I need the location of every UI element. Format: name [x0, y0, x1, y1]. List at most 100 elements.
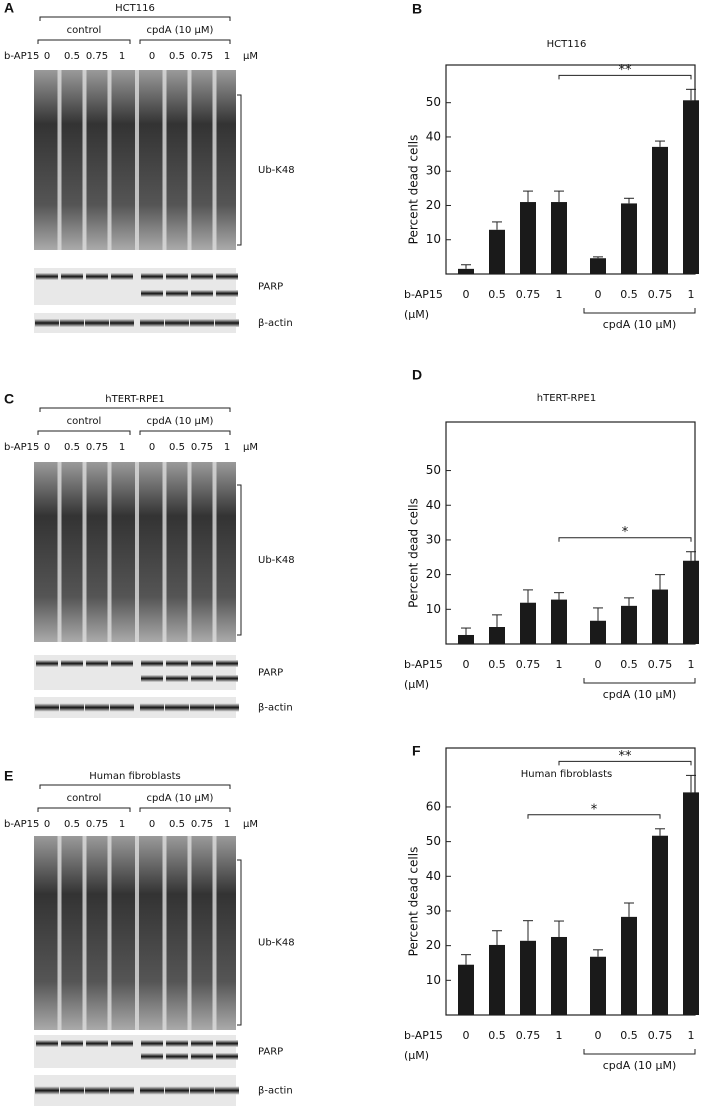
x-tick-label: 0.75 [648, 1029, 673, 1042]
y-tick-label: 20 [426, 938, 441, 952]
blot-band [86, 660, 108, 667]
y-tick-label: 50 [426, 95, 441, 109]
lane-gap [135, 70, 139, 250]
y-tick-label: 50 [426, 834, 441, 848]
lane-label: 0.5 [169, 51, 185, 62]
x-tick-label: 0 [463, 1029, 470, 1042]
x-axis-unit: (μM) [404, 308, 429, 321]
significance-bracket [558, 74, 692, 80]
significance-bracket [527, 814, 661, 819]
lane-label: 0 [149, 442, 155, 453]
x-tick-label: 1 [688, 288, 695, 301]
chart-title: HCT116 [547, 39, 587, 50]
unit-label: μM [243, 819, 258, 830]
significance-label: ** [619, 63, 633, 78]
significance-label: * [591, 802, 598, 817]
lane-gap [212, 462, 217, 642]
bar [551, 936, 567, 1015]
bracket [39, 784, 231, 789]
blot-band [141, 273, 163, 280]
lane-label: 0.5 [169, 819, 185, 830]
x-tick-label: 0 [595, 658, 602, 671]
bar [551, 599, 567, 644]
band-label: β-actin [258, 318, 293, 329]
x-tick-label: 1 [688, 1029, 695, 1042]
lane-label: 0.5 [64, 442, 80, 453]
y-axis-label: Percent dead cells [407, 135, 421, 245]
drug-label: b-AP15 [4, 819, 39, 830]
bracket [237, 94, 242, 246]
lane-label: 0 [44, 819, 50, 830]
bar [458, 964, 474, 1015]
lane-label: 0 [149, 819, 155, 830]
blot-band [110, 319, 134, 327]
lane-gap [187, 836, 192, 1030]
significance-bracket [558, 760, 692, 766]
y-tick-label: 40 [426, 129, 441, 143]
blot-band [60, 703, 84, 712]
blot-band [166, 1040, 188, 1047]
y-axis-label: Percent dead cells [407, 498, 421, 608]
lane-gap [162, 70, 167, 250]
x-tick-label: 0.75 [648, 288, 673, 301]
blot-band [215, 319, 239, 327]
unit-label: μM [243, 442, 258, 453]
treatment-label: cpdA (10 μM) [147, 25, 214, 36]
lane-gap [187, 70, 192, 250]
significance-label: * [622, 525, 629, 540]
band-label: PARP [258, 668, 283, 679]
x-tick-label: 0.5 [620, 658, 638, 671]
blot-band [191, 273, 213, 280]
panel-letter: D [412, 367, 422, 383]
bar [683, 100, 699, 274]
lane-label: 0.75 [86, 819, 108, 830]
group-bracket [583, 1049, 696, 1055]
lane-label: 0.75 [191, 819, 213, 830]
lane-label: 0.5 [64, 819, 80, 830]
blot-title: hTERT-RPE1 [105, 394, 164, 405]
y-tick-label: 50 [426, 463, 441, 477]
blot-band [141, 290, 163, 297]
blot-band [190, 319, 214, 327]
bar [652, 589, 668, 644]
blot-band [216, 1040, 238, 1047]
blot-band [141, 1040, 163, 1047]
blot-band [61, 273, 83, 280]
blot-band [141, 675, 163, 682]
blot-band [86, 273, 108, 280]
blot-band [140, 703, 164, 712]
panel-letter: E [4, 768, 13, 784]
bracket [39, 407, 231, 412]
bar [489, 944, 505, 1015]
panel-letter: C [4, 391, 14, 407]
y-tick-label: 60 [426, 799, 441, 813]
panel-letter: A [4, 0, 14, 16]
x-axis-unit: (μM) [404, 678, 429, 691]
y-tick-label: 30 [426, 532, 441, 546]
lane-gap [162, 462, 167, 642]
blot-band [85, 319, 109, 327]
lane-gap [135, 462, 139, 642]
group-bracket [583, 678, 696, 684]
bar [621, 203, 637, 274]
band-label: β-actin [258, 703, 293, 714]
blot-band [36, 1040, 58, 1047]
y-tick-label: 40 [426, 498, 441, 512]
x-tick-label: 1 [556, 1029, 563, 1042]
blot-band [191, 1040, 213, 1047]
lane-gap [107, 836, 112, 1030]
blot-band [166, 290, 188, 297]
lane-label: 0.5 [169, 442, 185, 453]
blot-band [191, 1053, 213, 1060]
lane-label: 1 [224, 819, 230, 830]
lane-label: 1 [119, 442, 125, 453]
lane-label: 0.75 [86, 51, 108, 62]
blot-band [166, 273, 188, 280]
band-label: Ub-K48 [258, 938, 295, 949]
y-tick-label: 10 [426, 232, 441, 246]
x-tick-label: 0.5 [488, 1029, 506, 1042]
blot-title: Human fibroblasts [89, 771, 181, 782]
control-label: control [67, 25, 102, 36]
lane-label: 1 [224, 51, 230, 62]
bar [489, 229, 505, 274]
